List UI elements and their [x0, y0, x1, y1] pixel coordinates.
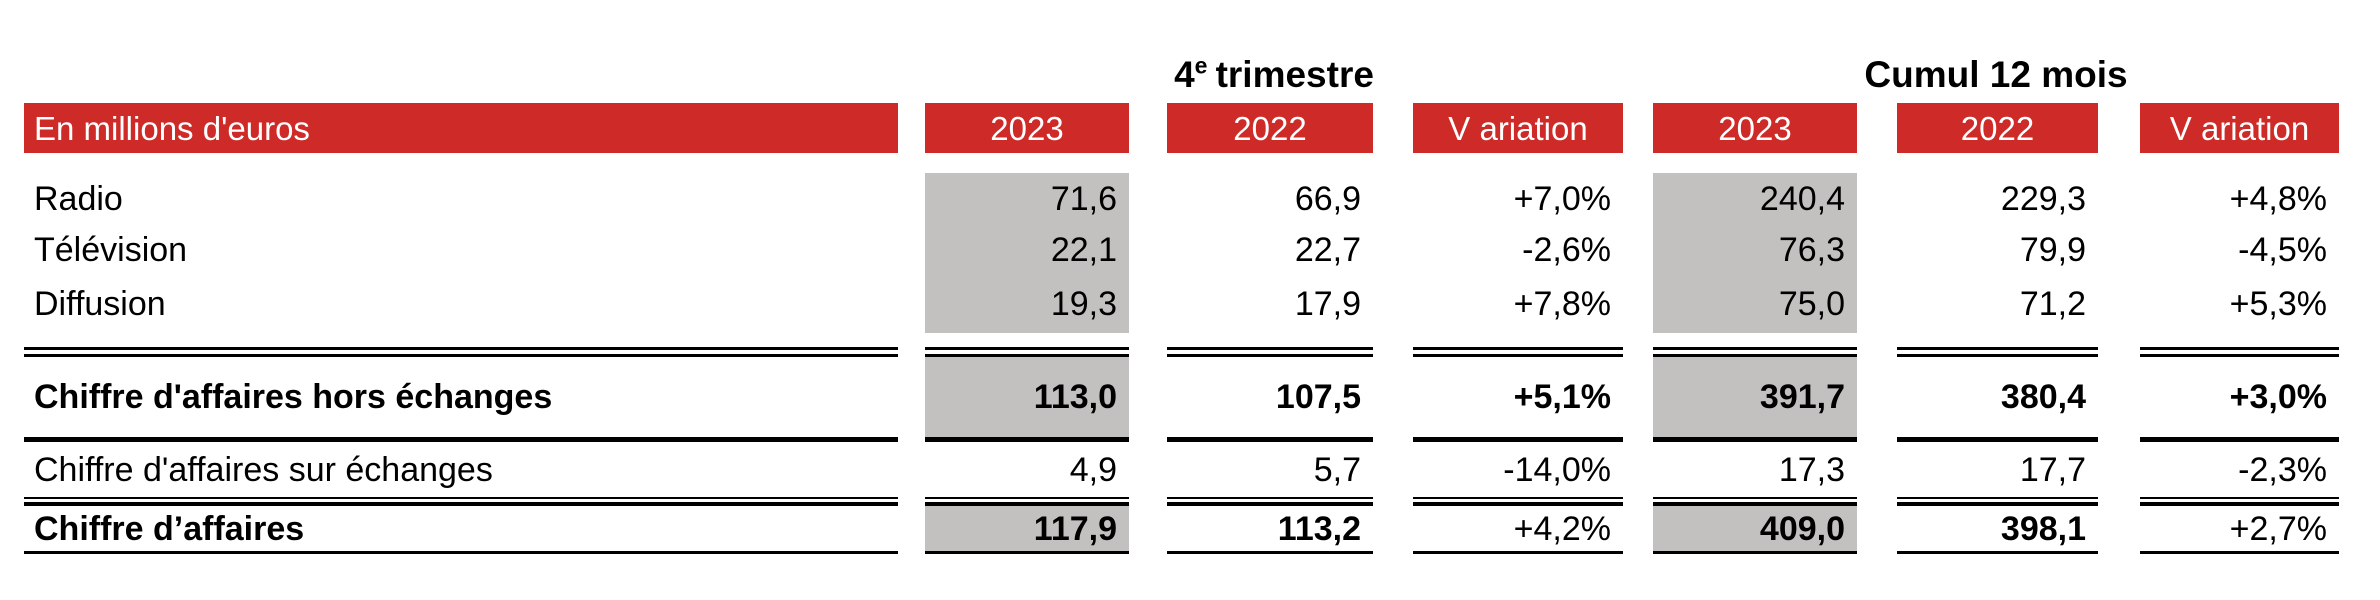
table-row-ca-hors-echanges: Chiffre d'affaires hors échanges 113,0 1… — [0, 357, 2380, 437]
col-header-q4-variation: V ariation — [1413, 103, 1623, 153]
spacer — [0, 333, 2380, 347]
value-cell: 409,0 — [1653, 506, 1857, 551]
q4-number: 4 — [1174, 54, 1195, 95]
value-cell: 79,9 — [2019, 230, 2086, 269]
row-label: Chiffre d'affaires hors échanges — [34, 378, 553, 416]
double-rule — [0, 347, 2380, 357]
value-cell: 66,9 — [1294, 179, 1361, 218]
col-header-cumul-variation: V ariation — [2140, 103, 2339, 153]
value-cell: 75,0 — [1653, 275, 1857, 333]
value-cell: +5,3% — [2229, 285, 2327, 323]
table-row-chiffre-affaires: Chiffre d’affaires 117,9 113,2 +4,2% 409… — [0, 506, 2380, 551]
value-cell: 380,4 — [2000, 378, 2086, 416]
value-cell: +7,8% — [1513, 285, 1611, 323]
double-rule — [0, 497, 2380, 506]
q4-word: trimestre — [1215, 54, 1374, 95]
table-row-diffusion: Diffusion 19,3 17,9 +7,8% 75,0 71,2 +5,3… — [0, 275, 2380, 333]
value-cell: +3,0% — [2229, 378, 2327, 416]
row-label: Télévision — [34, 230, 188, 269]
group-title-cumul-12-mois: Cumul 12 mois — [1864, 54, 2128, 95]
group-titles-row: 4e trimestre Cumul 12 mois — [0, 0, 2380, 103]
unit-header-cell: En millions d'euros — [24, 103, 898, 153]
value-cell: -14,0% — [1503, 450, 1611, 489]
col-header-cumul-2022: 2022 — [1897, 103, 2098, 153]
q4-superscript: e — [1194, 52, 1208, 79]
value-cell: 22,1 — [925, 224, 1129, 275]
col-header-q4-2022: 2022 — [1167, 103, 1373, 153]
table-row-ca-sur-echanges: Chiffre d'affaires sur échanges 4,9 5,7 … — [0, 442, 2380, 497]
value-cell: 76,3 — [1653, 224, 1857, 275]
value-cell: +4,8% — [2229, 179, 2327, 218]
value-cell: 5,7 — [1313, 450, 1361, 489]
value-cell: 17,9 — [1294, 285, 1361, 323]
value-cell: 240,4 — [1653, 173, 1857, 224]
value-cell: 117,9 — [925, 506, 1129, 551]
value-cell: 398,1 — [2000, 509, 2086, 548]
group-title-q4-trimestre: 4e trimestre — [1174, 54, 1374, 96]
value-cell: 113,2 — [1277, 509, 1361, 548]
value-cell: 22,7 — [1294, 230, 1361, 269]
col-header-cumul-2023: 2023 — [1653, 103, 1857, 153]
row-label: Chiffre d’affaires — [34, 509, 305, 548]
value-cell: -2,3% — [2238, 450, 2327, 489]
row-label: Radio — [34, 179, 123, 218]
value-cell: 229,3 — [2000, 179, 2086, 218]
col-header-q4-2023: 2023 — [925, 103, 1129, 153]
table-header-row: En millions d'euros 2023 2022 V ariation… — [0, 103, 2380, 153]
value-cell: -2,6% — [1522, 230, 1611, 269]
value-cell: +2,7% — [2229, 509, 2327, 548]
row-label: Diffusion — [34, 285, 166, 323]
value-cell: +5,1% — [1513, 378, 1611, 416]
value-cell: 71,6 — [925, 173, 1129, 224]
table-row-television: Télévision 22,1 22,7 -2,6% 76,3 79,9 -4,… — [0, 224, 2380, 275]
value-cell: +7,0% — [1513, 179, 1611, 218]
value-cell: 19,3 — [925, 275, 1129, 333]
value-cell: -4,5% — [2238, 230, 2327, 269]
value-cell: 4,9 — [1069, 450, 1117, 489]
value-cell: 107,5 — [1275, 378, 1361, 416]
value-cell: 113,0 — [925, 357, 1129, 437]
table-row-radio: Radio 71,6 66,9 +7,0% 240,4 229,3 +4,8% — [0, 173, 2380, 224]
spacer — [0, 153, 2380, 173]
value-cell: 71,2 — [2019, 285, 2086, 323]
bottom-rule — [0, 551, 2380, 554]
value-cell: 17,7 — [2019, 450, 2086, 489]
value-cell: 391,7 — [1653, 357, 1857, 437]
value-cell: 17,3 — [1778, 450, 1845, 489]
value-cell: +4,2% — [1513, 509, 1611, 548]
row-label: Chiffre d'affaires sur échanges — [34, 450, 493, 489]
thick-rule — [0, 437, 2380, 442]
